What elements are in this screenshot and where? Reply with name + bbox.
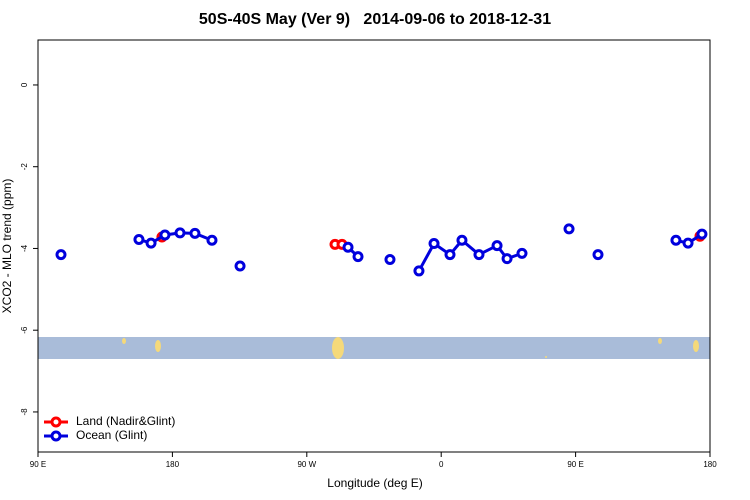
data-point — [133, 233, 145, 245]
x-axis-label: Longitude (deg E) — [327, 476, 422, 490]
data-point — [234, 260, 246, 272]
x-tick-label: 90 E — [567, 460, 583, 469]
data-point — [352, 251, 364, 263]
x-tick-label: 90 E — [30, 460, 46, 469]
data-point — [342, 241, 354, 253]
data-point — [473, 249, 485, 261]
data-point — [491, 240, 503, 252]
x-tick-label: 90 W — [297, 460, 316, 469]
legend-label: Land (Nadir&Glint) — [76, 414, 175, 428]
y-tick-label: -8 — [20, 408, 29, 416]
data-point — [428, 238, 440, 250]
data-point — [456, 234, 468, 246]
data-point — [501, 253, 513, 265]
data-point — [55, 249, 67, 261]
data-point — [384, 253, 396, 265]
data-point — [444, 249, 456, 261]
x-tick-label: 180 — [703, 460, 717, 469]
land-shapes — [122, 337, 699, 359]
x-tick-label: 0 — [439, 460, 444, 469]
data-point — [145, 237, 157, 249]
y-tick-label: 0 — [20, 82, 29, 87]
map-strip — [38, 337, 710, 359]
legend-marker — [50, 416, 62, 428]
y-axis-label: XCO2 - MLO trend (ppm) — [0, 179, 14, 314]
data-point — [696, 228, 708, 240]
x-tick-label: 180 — [166, 460, 180, 469]
data-point — [563, 223, 575, 235]
legend-label: Ocean (Glint) — [76, 428, 147, 442]
data-point — [206, 234, 218, 246]
data-point — [413, 265, 425, 277]
plot-frame — [37, 39, 711, 453]
data-point — [670, 234, 682, 246]
data-point — [159, 229, 171, 241]
legend-marker — [50, 430, 62, 442]
y-tick-label: -4 — [20, 244, 29, 252]
chart-title: 50S-40S May (Ver 9) 2014-09-06 to 2018-1… — [199, 11, 551, 28]
data-point — [174, 227, 186, 239]
data-point — [516, 247, 528, 259]
y-tick-label: -6 — [20, 326, 29, 334]
y-tick-label: -2 — [20, 163, 29, 171]
data-point — [189, 227, 201, 239]
data-point — [682, 237, 694, 249]
data-point — [592, 249, 604, 261]
